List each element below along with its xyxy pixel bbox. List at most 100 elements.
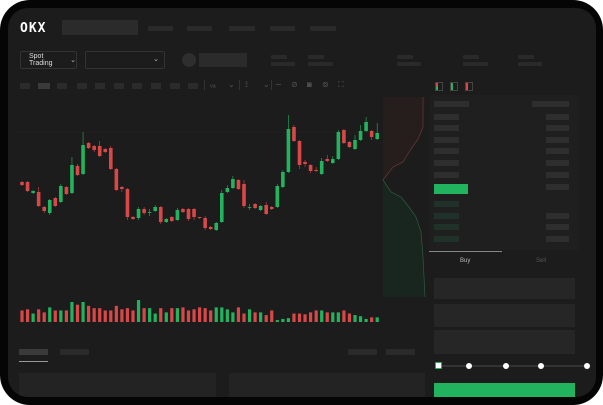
bid-price[interactable] — [434, 213, 459, 219]
bottom-card — [229, 373, 425, 397]
ask-amount[interactable] — [546, 160, 569, 166]
ask-price[interactable] — [434, 172, 459, 178]
chevron-down-icon: ⌄ — [70, 57, 76, 64]
timeframe-button[interactable] — [57, 83, 67, 89]
camera-icon[interactable]: ◙ — [307, 80, 312, 89]
candlestick-chart[interactable] — [8, 8, 388, 338]
candle — [181, 209, 185, 212]
fullscreen-icon[interactable]: ⛶ — [338, 80, 344, 89]
volume-bar — [87, 305, 91, 322]
slider-stop[interactable] — [503, 363, 509, 369]
pair-name — [199, 53, 247, 67]
depth-bids-line — [382, 179, 426, 297]
bid-price[interactable] — [434, 224, 459, 230]
nav-item[interactable] — [148, 26, 173, 31]
volume-bar — [59, 310, 63, 322]
ask-price[interactable] — [434, 137, 459, 143]
ask-amount[interactable] — [546, 184, 569, 190]
bid-price[interactable] — [434, 201, 459, 207]
divider — [239, 80, 240, 90]
volume-bar — [81, 302, 85, 322]
timeframe-button[interactable] — [151, 83, 161, 89]
slider-stop[interactable] — [584, 363, 590, 369]
ask-amount[interactable] — [546, 137, 569, 143]
ask-price[interactable] — [434, 114, 459, 120]
chevron-down-icon[interactable]: ⌄ — [228, 80, 235, 89]
tab-sell[interactable]: Sell — [536, 258, 547, 264]
bottom-tab-active[interactable] — [19, 349, 48, 355]
candle — [314, 170, 318, 171]
okx-logo[interactable]: OKX — [20, 21, 47, 36]
buy-submit-button[interactable] — [434, 383, 575, 397]
ask-amount[interactable] — [546, 125, 569, 131]
volume-bar — [259, 312, 263, 322]
nav-item[interactable] — [229, 26, 255, 31]
volume-bar — [125, 308, 130, 322]
bid-price[interactable] — [434, 236, 459, 242]
ask-amount[interactable] — [546, 148, 569, 154]
amount-input[interactable] — [434, 304, 575, 327]
volume-bar — [114, 305, 118, 322]
orderbook-header-amount — [532, 101, 569, 107]
ruler-icon[interactable]: ⊘ — [291, 80, 298, 89]
candle — [36, 192, 41, 206]
pair-dropdown[interactable]: ⌄ — [85, 51, 165, 69]
candle — [120, 187, 124, 189]
volume-bar — [136, 300, 141, 322]
settings-icon[interactable]: ⊚ — [322, 80, 329, 89]
bid-amount[interactable] — [546, 236, 569, 242]
orderbook-header-price — [434, 101, 469, 107]
ask-amount[interactable] — [546, 172, 569, 178]
volume-bar — [336, 312, 340, 322]
volume-bar — [320, 310, 324, 322]
candle — [53, 198, 58, 206]
market-dropdown[interactable]: Spot Trading ⌄ — [20, 51, 77, 69]
candle — [231, 179, 235, 188]
total-input[interactable] — [434, 330, 575, 354]
slider-stop[interactable] — [538, 363, 544, 369]
timeframe-button[interactable] — [132, 83, 142, 89]
line-icon[interactable]: ∼ — [275, 80, 282, 89]
timeframe-button[interactable] — [114, 83, 124, 89]
volume-bar — [92, 308, 96, 322]
slider-stop[interactable] — [466, 363, 472, 369]
slider-track[interactable] — [440, 365, 588, 367]
volume-bar — [292, 313, 296, 322]
search-input[interactable] — [62, 20, 138, 35]
volume-bar — [286, 318, 290, 322]
candle — [247, 207, 252, 208]
chevron-down-icon: ⌄ — [153, 56, 159, 63]
bottom-tab[interactable] — [60, 349, 89, 355]
ask-price[interactable] — [434, 125, 459, 131]
ask-price[interactable] — [434, 148, 459, 154]
bid-amount[interactable] — [546, 224, 569, 230]
bottom-action[interactable] — [386, 349, 415, 355]
ask-price[interactable] — [434, 160, 459, 166]
timeframe-button[interactable] — [20, 83, 30, 89]
nav-item[interactable] — [310, 26, 336, 31]
slider-handle[interactable] — [435, 362, 442, 369]
timeframe-button-active[interactable] — [38, 83, 50, 89]
draw-icon[interactable]: ⟟ — [245, 80, 248, 89]
nav-item[interactable] — [187, 26, 212, 31]
timeframe-button[interactable] — [188, 83, 198, 89]
candle — [225, 188, 230, 192]
indicator-icon[interactable]: ᵥₐ — [210, 80, 216, 89]
chevron-down-icon[interactable]: ⌄ — [263, 80, 270, 89]
orderbook-view-asks-icon[interactable] — [465, 82, 473, 91]
stat-value — [397, 62, 421, 66]
timeframe-button[interactable] — [170, 83, 180, 89]
nav-item[interactable] — [270, 26, 295, 31]
bottom-action[interactable] — [348, 349, 377, 355]
timeframe-button[interactable] — [77, 83, 87, 89]
candle — [86, 143, 91, 148]
bid-amount[interactable] — [546, 213, 569, 219]
orderbook-view-both-icon[interactable] — [435, 82, 443, 91]
tab-buy[interactable]: Buy — [460, 258, 471, 264]
ask-amount[interactable] — [546, 114, 569, 120]
orderbook-view-bids-icon[interactable] — [450, 82, 458, 91]
timeframe-button[interactable] — [95, 83, 105, 89]
candle — [203, 218, 207, 228]
price-input[interactable] — [434, 278, 575, 299]
